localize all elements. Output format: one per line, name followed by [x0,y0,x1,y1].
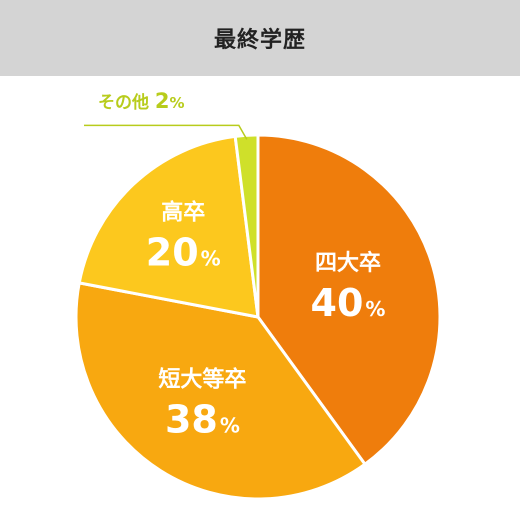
leader-line [84,124,248,140]
pie-slice [77,134,260,319]
pie-slice [74,281,367,501]
slice-label-other: その他 2% [98,89,185,113]
slice-label: 短大等卒 [158,367,246,393]
chart-header: 最終学歴 [0,0,520,76]
pie-slice [233,133,260,319]
slice-label: 高卒 [161,199,205,225]
slice-value: 20% [146,230,221,274]
slice-value: 38% [165,398,240,442]
slice-value: 40% [311,281,386,325]
slice-label: 四大卒 [315,250,381,276]
chart-title: 最終学歴 [213,28,306,53]
pie-slice [256,133,442,466]
